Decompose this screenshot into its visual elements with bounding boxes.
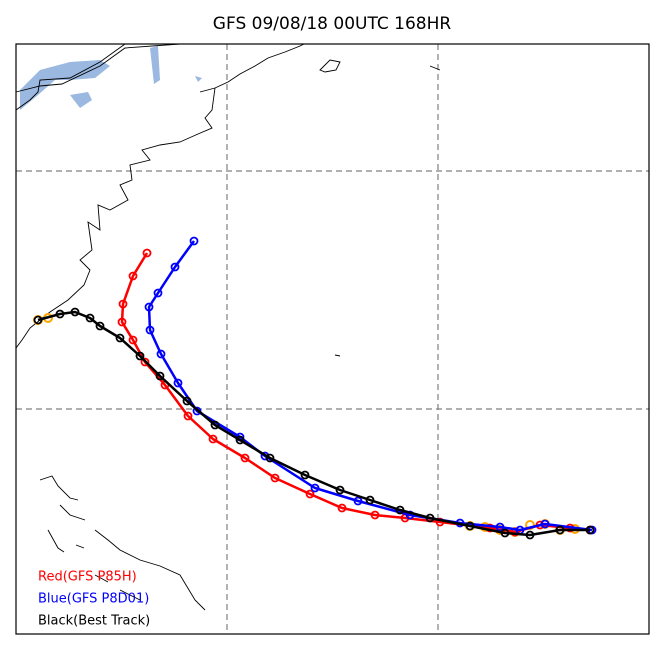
track-point bbox=[335, 485, 345, 495]
track-point bbox=[144, 302, 154, 312]
track-point bbox=[33, 315, 43, 325]
track-point bbox=[395, 505, 405, 515]
track-point bbox=[135, 351, 145, 361]
track-point bbox=[55, 309, 65, 319]
track-line bbox=[37, 310, 590, 537]
track-point bbox=[495, 522, 505, 532]
track-point bbox=[425, 513, 435, 523]
legend-entry: Blue(GFS P8D01) bbox=[38, 592, 149, 607]
track-point bbox=[182, 396, 192, 406]
legend-entry: Black(Best Track) bbox=[38, 614, 150, 629]
map-area bbox=[16, 44, 649, 634]
track-point bbox=[585, 525, 595, 535]
land bbox=[15, 43, 441, 611]
track-point bbox=[485, 523, 495, 533]
track-point bbox=[117, 317, 127, 327]
track-point bbox=[270, 473, 280, 483]
tracks bbox=[33, 236, 597, 540]
track-point bbox=[95, 321, 105, 331]
track-point bbox=[156, 349, 166, 359]
track-point bbox=[210, 420, 220, 430]
track-point bbox=[115, 333, 125, 343]
track-point bbox=[353, 496, 363, 506]
track-point bbox=[540, 519, 550, 529]
track-point bbox=[183, 411, 193, 421]
track-point bbox=[155, 371, 165, 381]
track-point bbox=[240, 453, 250, 463]
map-frame bbox=[15, 43, 650, 635]
track-point bbox=[128, 271, 138, 281]
track-point bbox=[300, 470, 310, 480]
track-point bbox=[189, 236, 199, 246]
track-point bbox=[465, 521, 475, 531]
legend-entry: Red(GFS P85H) bbox=[38, 570, 137, 585]
track-point bbox=[235, 435, 245, 445]
track-point bbox=[305, 489, 315, 499]
track-point bbox=[142, 248, 152, 258]
track-point bbox=[310, 483, 320, 493]
track-point bbox=[208, 434, 218, 444]
track-point bbox=[128, 335, 138, 345]
track-point bbox=[170, 262, 180, 272]
track-point bbox=[365, 495, 375, 505]
track-point bbox=[145, 325, 155, 335]
track-point bbox=[153, 288, 163, 298]
legend: Red(GFS P85H) Blue(GFS P8D01) Black(Best… bbox=[38, 570, 150, 629]
track-point bbox=[118, 299, 128, 309]
track-point bbox=[70, 307, 80, 317]
track-point bbox=[500, 528, 510, 538]
track-point bbox=[173, 378, 183, 388]
track-point bbox=[525, 530, 535, 540]
track-point bbox=[140, 357, 150, 367]
track-point bbox=[370, 510, 380, 520]
track-point bbox=[337, 503, 347, 513]
track-point bbox=[555, 525, 565, 535]
map-title: GFS 09/08/18 00UTC 168HR bbox=[213, 14, 452, 34]
track-point bbox=[265, 453, 275, 463]
grid bbox=[16, 44, 649, 634]
track-point bbox=[435, 517, 445, 527]
track-point bbox=[85, 313, 95, 323]
